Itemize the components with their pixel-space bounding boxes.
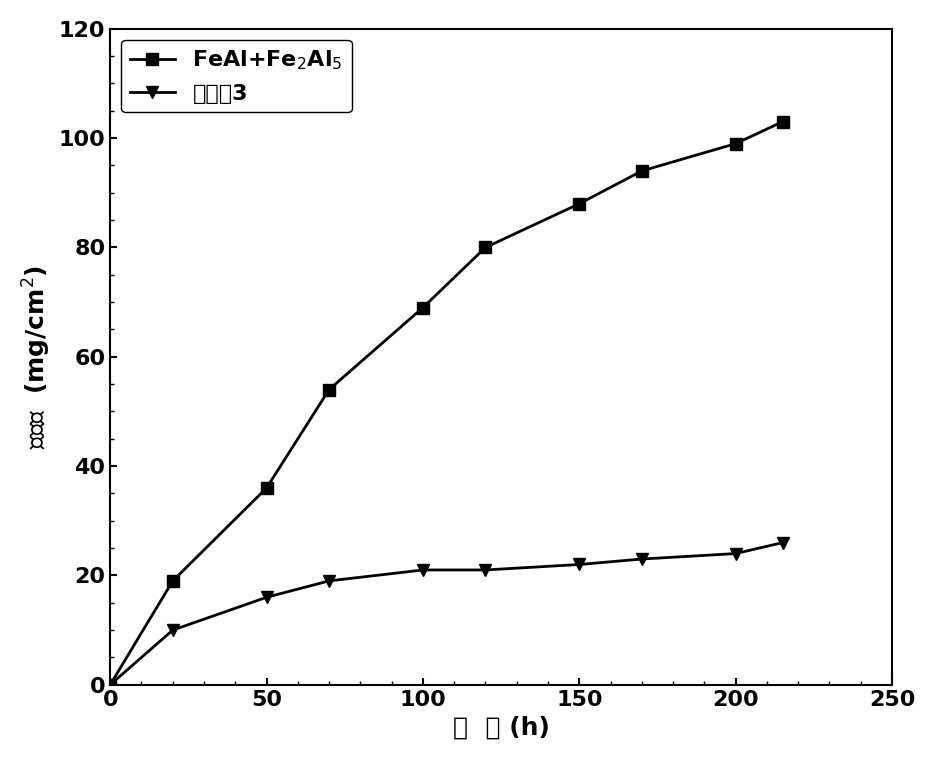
FeAl+Fe$_2$Al$_5$ (105, 680, 116, 689)
FeAl+Fe$_2$Al$_5$ (777, 117, 788, 126)
Line: FeAl+Fe$_2$Al$_5$: FeAl+Fe$_2$Al$_5$ (104, 116, 789, 691)
FeAl+Fe$_2$Al$_5$ (574, 199, 585, 208)
实施兙3 (261, 593, 272, 602)
实施兙3 (324, 576, 335, 585)
实施兙3 (574, 560, 585, 569)
实施兙3 (636, 555, 648, 564)
Y-axis label: 增重量  (mg/cm$^2$): 增重量 (mg/cm$^2$) (21, 264, 53, 449)
实施兙3 (168, 625, 179, 635)
实施兙3 (480, 565, 491, 575)
Legend: FeAl+Fe$_2$Al$_5$, 实施兙3: FeAl+Fe$_2$Al$_5$, 实施兙3 (122, 40, 352, 112)
FeAl+Fe$_2$Al$_5$ (417, 303, 429, 312)
FeAl+Fe$_2$Al$_5$ (480, 243, 491, 252)
实施兙3 (777, 538, 788, 547)
FeAl+Fe$_2$Al$_5$ (730, 139, 741, 148)
实施兙3 (417, 565, 429, 575)
FeAl+Fe$_2$Al$_5$ (261, 483, 272, 492)
实施兙3 (105, 680, 116, 689)
FeAl+Fe$_2$Al$_5$ (324, 385, 335, 394)
X-axis label: 时  间 (h): 时 间 (h) (453, 715, 549, 739)
FeAl+Fe$_2$Al$_5$ (636, 166, 648, 176)
实施兙3 (730, 549, 741, 558)
Line: 实施兙3: 实施兙3 (104, 537, 789, 691)
FeAl+Fe$_2$Al$_5$ (168, 576, 179, 585)
